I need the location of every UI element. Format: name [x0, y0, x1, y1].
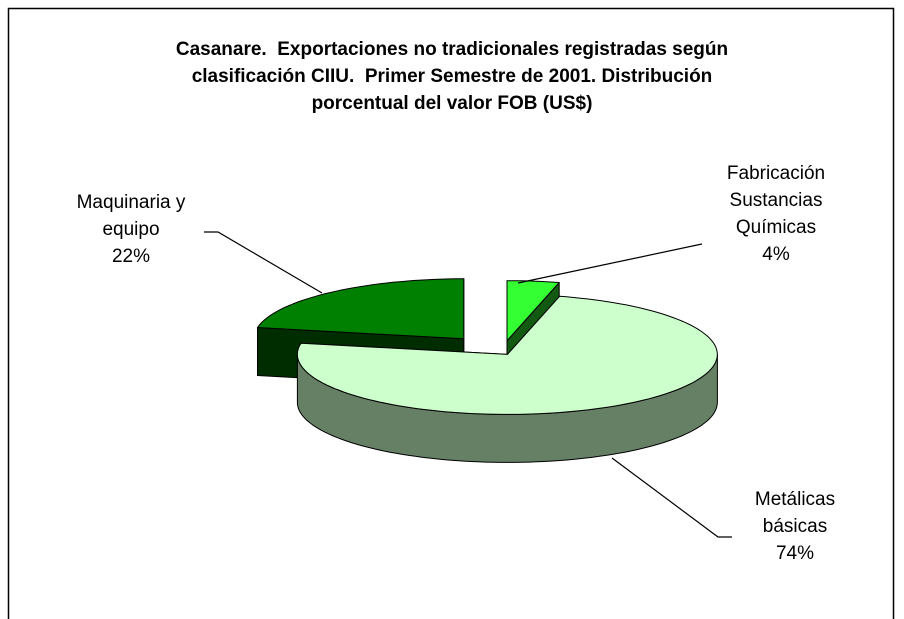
category-label: Fabricación Sustancias Químicas [726, 163, 826, 238]
leader-line [611, 457, 732, 538]
slice-label: Fabricación Sustancias Químicas 4% [712, 160, 840, 268]
slice-top [257, 278, 465, 340]
slice-label: Metálicas básicas 74% [742, 486, 848, 567]
category-label: Metálicas básicas [754, 489, 836, 537]
leader-lines [204, 231, 732, 538]
chart-title: Casanare. Exportaciones no tradicionales… [175, 39, 734, 114]
slice-top [296, 295, 718, 415]
value-label: 4% [762, 244, 790, 265]
category-label: Maquinaria y equipo [76, 192, 186, 240]
leader-line [204, 231, 323, 294]
leader-line [517, 243, 703, 284]
pie [257, 278, 718, 463]
slice-top [506, 280, 560, 342]
value-label: 74% [775, 543, 815, 564]
pie-slice [296, 295, 718, 463]
chart-frame [7, 7, 895, 619]
slice-label: Maquinaria y equipo 22% [56, 189, 206, 270]
value-label: 22% [111, 246, 151, 267]
